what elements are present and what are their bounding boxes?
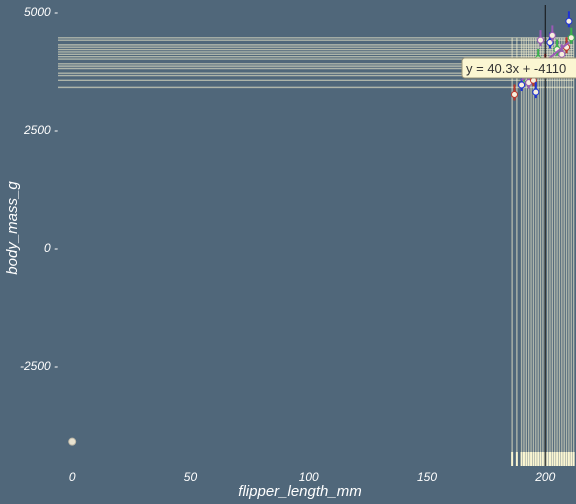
data-point	[565, 17, 573, 25]
outlier-point	[68, 437, 77, 446]
y-tick-label: 5000 -	[24, 5, 58, 19]
y-axis-title: body_mass_g	[4, 181, 21, 275]
equation-label-box	[461, 57, 576, 79]
x-axis-title: flipper_length_mm	[238, 483, 361, 500]
x-tick-label: 150	[417, 470, 437, 484]
x-tick-label: 0	[69, 470, 76, 484]
data-point	[518, 81, 526, 89]
x-tick-label: 50	[184, 470, 198, 484]
equation-label: y = 40.3x + -4110	[466, 61, 566, 76]
rug-layer	[58, 37, 575, 466]
y-tick-label: 2500 -	[23, 123, 58, 137]
data-point	[537, 36, 545, 44]
data-point	[532, 88, 540, 96]
data-point	[548, 31, 556, 39]
data-point	[511, 90, 519, 98]
y-tick-label: 0 -	[44, 241, 58, 255]
annotation-layer: y = 40.3x + -4110	[461, 5, 576, 466]
axis-layer: 0 50 100 150 200 -2500 - 0 - 2500 - 5000 -	[20, 5, 556, 484]
data-point	[558, 50, 566, 58]
x-tick-label: 100	[299, 470, 319, 484]
data-point	[567, 34, 575, 42]
y-tick-label: -2500 -	[20, 359, 58, 373]
x-tick-label: 200	[534, 470, 555, 484]
